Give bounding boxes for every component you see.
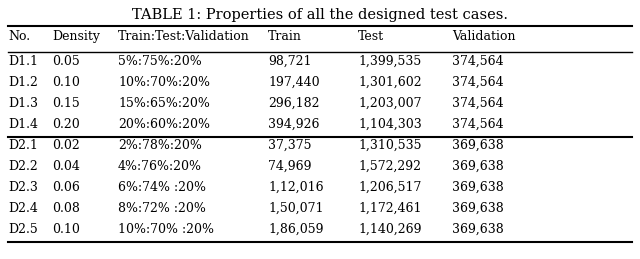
Text: 1,301,602: 1,301,602: [358, 76, 422, 89]
Text: 8%:72% :20%: 8%:72% :20%: [118, 202, 206, 215]
Text: D1.2: D1.2: [8, 76, 38, 89]
Text: 1,206,517: 1,206,517: [358, 181, 421, 194]
Text: D1.3: D1.3: [8, 97, 38, 110]
Text: 369,638: 369,638: [452, 160, 504, 173]
Text: 1,572,292: 1,572,292: [358, 160, 421, 173]
Text: D2.1: D2.1: [8, 139, 38, 152]
Text: 1,50,071: 1,50,071: [268, 202, 323, 215]
Text: 1,140,269: 1,140,269: [358, 223, 422, 236]
Text: 5%:75%:20%: 5%:75%:20%: [118, 55, 202, 68]
Text: TABLE 1: Properties of all the designed test cases.: TABLE 1: Properties of all the designed …: [132, 8, 508, 22]
Text: 20%:60%:20%: 20%:60%:20%: [118, 118, 210, 131]
Text: 374,564: 374,564: [452, 97, 504, 110]
Text: D2.4: D2.4: [8, 202, 38, 215]
Text: D1.4: D1.4: [8, 118, 38, 131]
Text: 369,638: 369,638: [452, 181, 504, 194]
Text: 1,172,461: 1,172,461: [358, 202, 422, 215]
Text: Test: Test: [358, 30, 384, 43]
Text: 74,969: 74,969: [268, 160, 312, 173]
Text: 374,564: 374,564: [452, 118, 504, 131]
Text: 374,564: 374,564: [452, 76, 504, 89]
Text: 4%:76%:20%: 4%:76%:20%: [118, 160, 202, 173]
Text: D2.2: D2.2: [8, 160, 38, 173]
Text: Density: Density: [52, 30, 100, 43]
Text: 374,564: 374,564: [452, 55, 504, 68]
Text: 369,638: 369,638: [452, 139, 504, 152]
Text: Validation: Validation: [452, 30, 515, 43]
Text: 1,399,535: 1,399,535: [358, 55, 421, 68]
Text: 0.10: 0.10: [52, 223, 80, 236]
Text: 15%:65%:20%: 15%:65%:20%: [118, 97, 210, 110]
Text: 1,12,016: 1,12,016: [268, 181, 324, 194]
Text: 0.20: 0.20: [52, 118, 80, 131]
Text: 369,638: 369,638: [452, 202, 504, 215]
Text: 0.15: 0.15: [52, 97, 80, 110]
Text: 10%:70%:20%: 10%:70%:20%: [118, 76, 210, 89]
Text: 369,638: 369,638: [452, 223, 504, 236]
Text: 1,310,535: 1,310,535: [358, 139, 422, 152]
Text: Train: Train: [268, 30, 302, 43]
Text: 0.06: 0.06: [52, 181, 80, 194]
Text: 1,203,007: 1,203,007: [358, 97, 422, 110]
Text: 6%:74% :20%: 6%:74% :20%: [118, 181, 206, 194]
Text: D2.5: D2.5: [8, 223, 38, 236]
Text: 98,721: 98,721: [268, 55, 312, 68]
Text: No.: No.: [8, 30, 30, 43]
Text: Train:Test:Validation: Train:Test:Validation: [118, 30, 250, 43]
Text: 394,926: 394,926: [268, 118, 319, 131]
Text: D2.3: D2.3: [8, 181, 38, 194]
Text: 1,86,059: 1,86,059: [268, 223, 323, 236]
Text: 0.04: 0.04: [52, 160, 80, 173]
Text: 0.05: 0.05: [52, 55, 80, 68]
Text: 197,440: 197,440: [268, 76, 319, 89]
Text: D1.1: D1.1: [8, 55, 38, 68]
Text: 0.02: 0.02: [52, 139, 80, 152]
Text: 1,104,303: 1,104,303: [358, 118, 422, 131]
Text: 0.10: 0.10: [52, 76, 80, 89]
Text: 0.08: 0.08: [52, 202, 80, 215]
Text: 10%:70% :20%: 10%:70% :20%: [118, 223, 214, 236]
Text: 2%:78%:20%: 2%:78%:20%: [118, 139, 202, 152]
Text: 296,182: 296,182: [268, 97, 319, 110]
Text: 37,375: 37,375: [268, 139, 312, 152]
